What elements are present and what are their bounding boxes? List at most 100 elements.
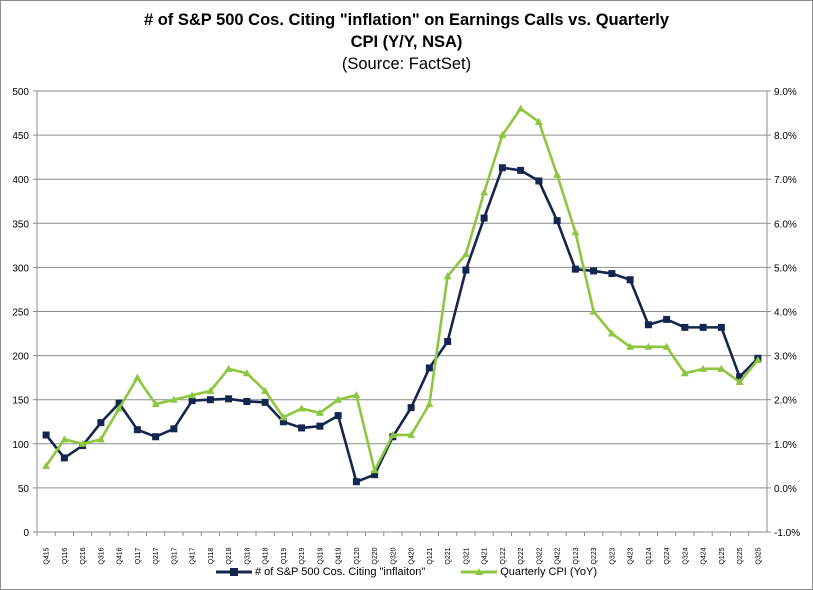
data-point-cpi: [680, 369, 689, 377]
data-point-cpi: [753, 356, 762, 364]
right-tick-label: 1.0%: [774, 440, 797, 451]
data-point-cpi: [662, 342, 671, 350]
legend-marker-triangle: [461, 568, 498, 575]
data-point-mentions: [444, 337, 452, 345]
data-point-mentions: [206, 396, 214, 404]
data-point-cpi: [443, 272, 452, 280]
x-tick-label: Q325: [755, 547, 762, 564]
data-point-cpi: [42, 461, 51, 469]
x-tick-label: Q316: [98, 547, 105, 564]
data-point-mentions: [699, 323, 707, 331]
data-point-mentions: [717, 323, 725, 331]
left-tick-label: 250: [12, 308, 29, 319]
data-point-mentions: [480, 214, 488, 222]
data-point-cpi: [370, 466, 379, 474]
legend-marker-square: [215, 568, 252, 576]
data-point-mentions: [571, 265, 579, 273]
legend-item-mentions: # of S&P 500 Cos. Citing "inflaiton": [215, 566, 426, 578]
x-tick-label: Q318: [244, 547, 251, 564]
data-point-cpi: [334, 395, 343, 403]
right-tick-label: 9.0%: [774, 87, 797, 98]
data-point-cpi: [480, 188, 489, 196]
data-point-mentions: [626, 276, 634, 284]
series-line-cpi: [45, 107, 759, 472]
data-point-cpi: [206, 386, 215, 394]
x-tick-label: Q317: [171, 547, 178, 564]
data-point-cpi: [151, 400, 160, 408]
right-tick-label: 2.0%: [774, 396, 797, 407]
data-point-cpi: [242, 369, 251, 377]
data-point-cpi: [717, 364, 726, 372]
x-tick-label: Q225: [737, 547, 744, 564]
x-tick-label: Q221: [445, 547, 452, 564]
x-tick-label: Q418: [263, 547, 270, 564]
right-tick-label: 5.0%: [774, 263, 797, 274]
legend-label-mentions: # of S&P 500 Cos. Citing "inflaiton": [254, 566, 426, 578]
left-tick-label: 300: [12, 263, 29, 274]
right-tick-label: 8.0%: [774, 131, 797, 142]
data-point-mentions: [644, 321, 652, 329]
x-tick-label: Q421: [482, 547, 489, 564]
chart-title-line-2: CPI (Y/Y, NSA): [350, 33, 463, 51]
data-point-cpi: [169, 395, 178, 403]
data-point-cpi: [407, 430, 416, 438]
data-point-mentions: [407, 404, 415, 412]
data-point-mentions: [170, 425, 178, 433]
data-point-cpi: [115, 404, 124, 412]
right-tick-label: 3.0%: [774, 352, 797, 363]
data-point-cpi: [644, 342, 653, 350]
data-point-cpi: [388, 430, 397, 438]
x-tick-label: Q124: [646, 547, 653, 564]
x-tick-label: Q417: [190, 547, 197, 564]
right-tick-label: 6.0%: [774, 219, 797, 230]
data-point-cpi: [699, 364, 708, 372]
data-point-mentions: [553, 217, 561, 225]
data-point-cpi: [224, 364, 233, 372]
chart-title-line-1: # of S&P 500 Cos. Citing "inflation" on …: [143, 11, 670, 29]
data-point-cpi: [78, 439, 87, 447]
data-point-mentions: [425, 364, 433, 372]
data-point-mentions: [517, 166, 525, 174]
legend: # of S&P 500 Cos. Citing "inflaiton" Qua…: [1, 566, 812, 578]
data-point-mentions: [133, 426, 141, 434]
x-tick-label: Q122: [500, 547, 507, 564]
data-point-cpi: [96, 435, 105, 443]
data-point-cpi: [516, 104, 525, 112]
chart-subtitle: (Source: FactSet): [341, 55, 472, 73]
data-point-cpi: [315, 408, 324, 416]
x-tick-label: Q420: [409, 547, 416, 564]
x-tick-label: Q121: [427, 547, 434, 564]
left-tick-label: 500: [12, 87, 29, 98]
x-tick-label: Q123: [573, 547, 580, 564]
x-tick-label: Q321: [463, 547, 470, 564]
right-tick-label: -1.0%: [774, 528, 800, 539]
data-point-mentions: [243, 397, 251, 405]
data-point-cpi: [352, 391, 361, 399]
x-tick-label: Q424: [701, 547, 708, 564]
data-point-cpi: [133, 373, 142, 381]
x-tick-label: Q120: [354, 547, 361, 564]
data-point-cpi: [626, 342, 635, 350]
right-tick-label: 0.0%: [774, 484, 797, 495]
x-tick-label: Q319: [317, 547, 324, 564]
data-point-mentions: [97, 419, 105, 427]
legend-label-cpi: Quarterly CPI (YoY): [500, 566, 598, 578]
data-point-mentions: [498, 164, 506, 172]
data-point-cpi: [461, 250, 470, 258]
data-point-mentions: [225, 395, 233, 403]
x-tick-label: Q416: [117, 547, 124, 564]
data-point-cpi: [261, 386, 270, 394]
x-tick-label: Q324: [682, 547, 689, 564]
x-tick-label: Q119: [281, 548, 288, 565]
data-point-mentions: [298, 424, 306, 432]
left-tick-label: 150: [12, 396, 29, 407]
data-point-mentions: [279, 418, 287, 426]
data-point-mentions: [152, 433, 160, 441]
data-point-cpi: [425, 400, 434, 408]
data-point-cpi: [534, 117, 543, 125]
data-point-cpi: [188, 391, 197, 399]
data-point-mentions: [352, 478, 360, 486]
data-point-cpi: [297, 404, 306, 412]
series-line-mentions: [45, 166, 759, 484]
